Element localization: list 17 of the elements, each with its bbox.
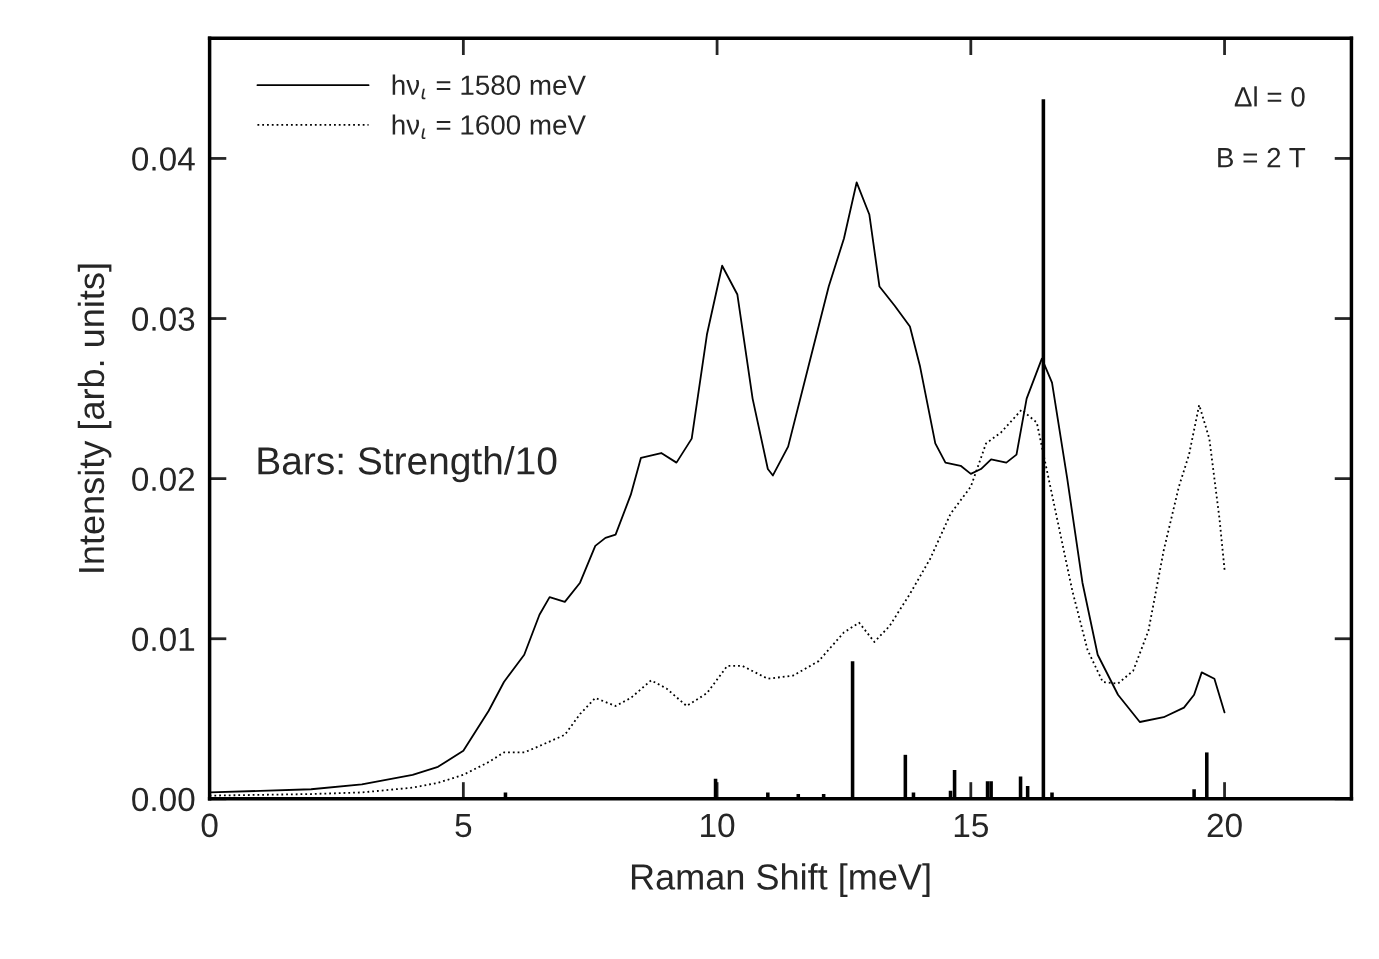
x-tick-label: 10: [701, 813, 735, 838]
y-tick-label: 0.02: [132, 467, 195, 492]
y-tick-label: 0.04: [132, 147, 195, 171]
x-axis-title: Raman Shift [meV]: [631, 863, 930, 897]
x-tick-label: 0: [201, 813, 218, 838]
legend-label: hν$_{ι}$ = 1600 meV: [392, 114, 586, 140]
annotation: B = 2 T: [1218, 147, 1306, 168]
annotation: Bars: Strength/10: [258, 446, 557, 483]
x-tick-label: 5: [455, 813, 472, 838]
x-tick-label: 15: [954, 813, 988, 838]
y-tick-label: 0.03: [132, 307, 195, 331]
y-axis-title: Intensity [arb. units]: [77, 264, 112, 572]
annotation: Δl = 0: [1234, 86, 1305, 107]
y-tick-label: 0.00: [132, 787, 195, 812]
x-tick-label: 20: [1207, 813, 1242, 838]
legend-label: hν$_{ι}$ = 1580 meV: [392, 74, 586, 100]
y-tick-label: 0.01: [132, 627, 195, 652]
